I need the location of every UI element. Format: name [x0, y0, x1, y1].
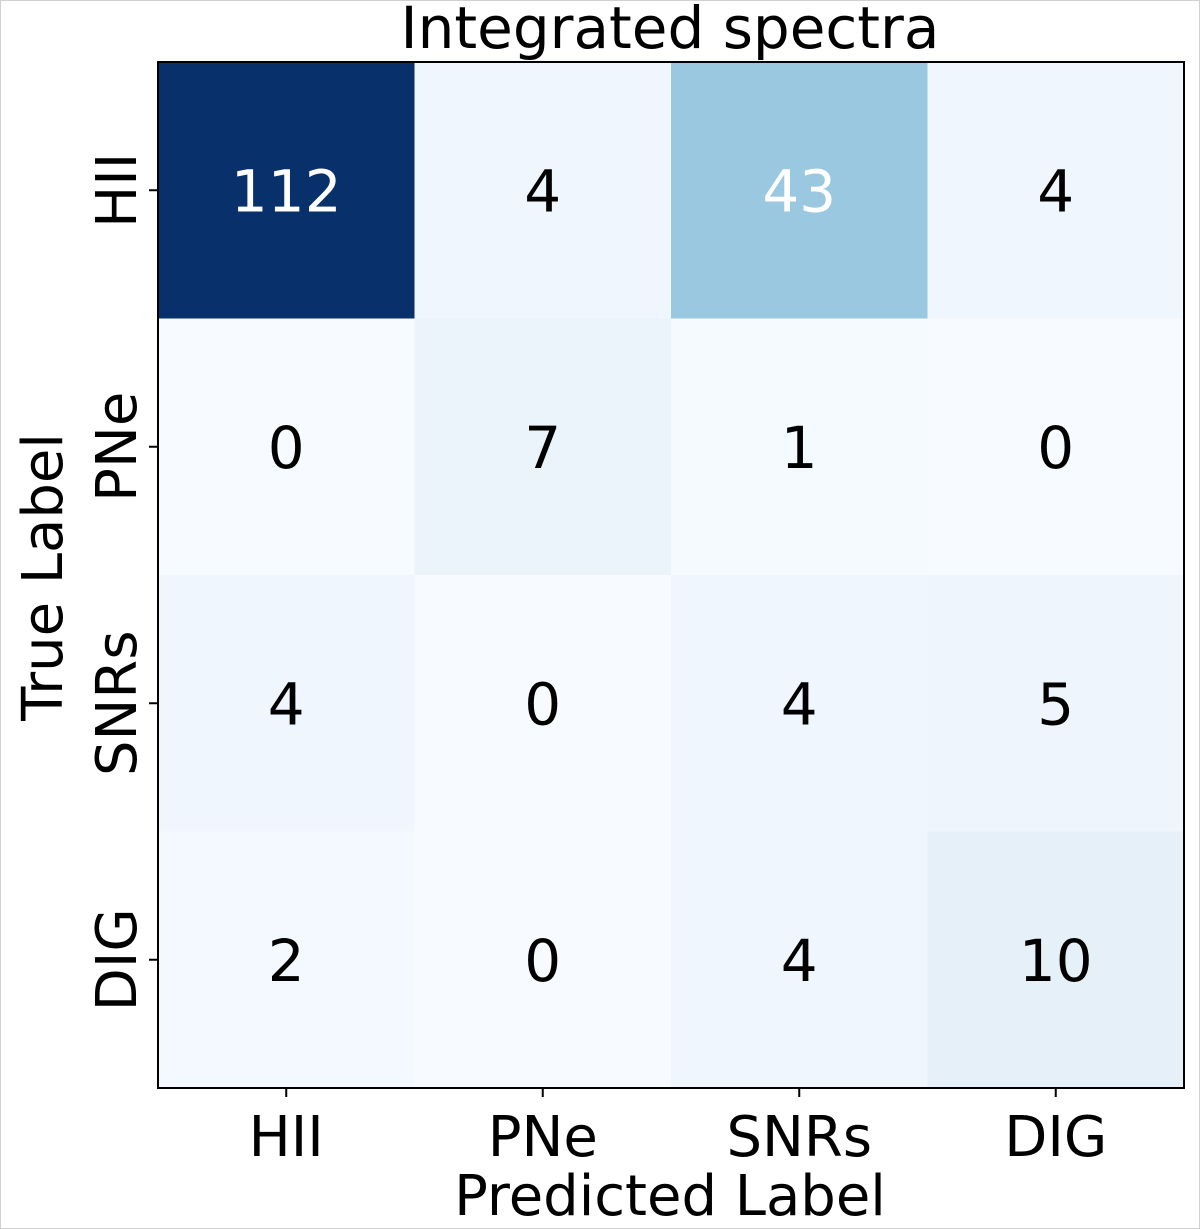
cell-value-label: 7 — [524, 414, 561, 482]
cell-value-label: 5 — [1037, 670, 1074, 738]
cell-value-label: 4 — [524, 157, 561, 225]
heatmap-cell-labels: 112 4 43 40 7 1 04 0 4 52 0 4 10 — [231, 157, 1093, 995]
heatmap-cell-HII-DIG — [927, 62, 1185, 320]
x-tick-label: SNRs — [726, 1105, 872, 1170]
cell-value-label: 4 — [781, 927, 818, 995]
cell-value-label: 1 — [781, 414, 818, 482]
heatmap-cell-DIG-DIG — [927, 831, 1185, 1089]
cell-value-label: 4 — [781, 670, 818, 738]
chart-title: Integrated spectra — [401, 0, 940, 62]
x-axis-label: Predicted Label — [454, 1164, 886, 1229]
y-tick-label: DIG — [85, 908, 150, 1011]
cell-value-label: 0 — [524, 927, 561, 995]
y-tick-label: PNe — [85, 392, 150, 502]
x-tick-label: PNe — [488, 1105, 598, 1170]
heatmap-cell-DIG-SNRs — [671, 831, 929, 1089]
cell-value-label: 4 — [268, 670, 305, 738]
heatmap-cell-SNRs-SNRs — [671, 575, 929, 833]
cell-value-label: 112 — [231, 157, 342, 225]
cell-value-label: 4 — [1037, 157, 1074, 225]
heatmap-cells — [158, 62, 1185, 1089]
heatmap-cell-PNe-SNRs — [671, 318, 929, 576]
heatmap-cell-SNRs-HII — [158, 575, 416, 833]
heatmap-cell-PNe-DIG — [927, 318, 1185, 576]
x-tick-label: HII — [249, 1105, 324, 1170]
plot-border — [157, 61, 1185, 1089]
y-axis: HII PNe SNRs DIG — [85, 153, 158, 1011]
heatmap-cell-PNe-HII — [158, 318, 416, 576]
heatmap-cell-DIG-PNe — [414, 831, 672, 1089]
x-tick-label: DIG — [1004, 1105, 1107, 1170]
cell-value-label: 0 — [524, 670, 561, 738]
heatmap-cell-SNRs-DIG — [927, 575, 1185, 833]
heatmap-cell-PNe-PNe — [414, 318, 672, 576]
heatmap-cell-SNRs-PNe — [414, 575, 672, 833]
cell-value-label: 43 — [762, 157, 836, 225]
cell-value-label: 2 — [268, 927, 305, 995]
heatmap-cell-DIG-HII — [158, 831, 416, 1089]
cell-value-label: 0 — [268, 414, 305, 482]
x-axis: HII PNe SNRs DIG — [249, 1088, 1107, 1170]
cell-value-label: 10 — [1019, 927, 1093, 995]
y-tick-label: SNRs — [85, 630, 150, 776]
y-tick-label: HII — [85, 153, 150, 228]
y-axis-label: True Label — [11, 433, 76, 722]
cell-value-label: 0 — [1037, 414, 1074, 482]
heatmap-cell-HII-PNe — [414, 62, 672, 320]
heatmap-cell-HII-HII — [158, 62, 416, 320]
heatmap-cell-HII-SNRs — [671, 62, 929, 320]
